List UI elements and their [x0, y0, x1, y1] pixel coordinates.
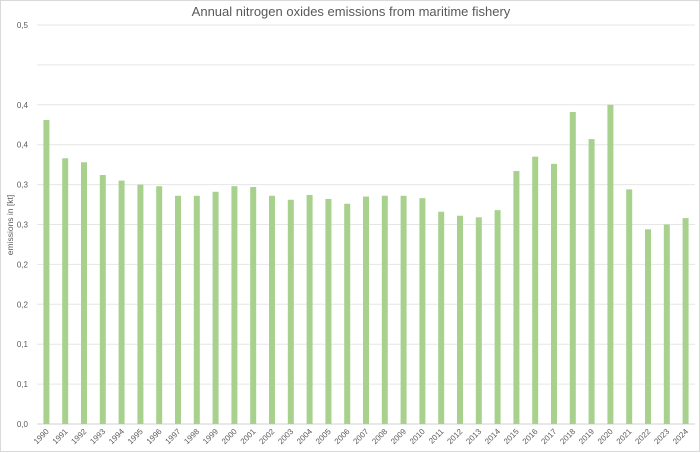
- x-tick-label: 2018: [558, 427, 577, 446]
- bar-1995: [137, 184, 144, 424]
- x-tick-label: 1996: [145, 427, 164, 446]
- x-tick-label: 2003: [276, 427, 295, 446]
- x-tick-label: 2023: [652, 427, 671, 446]
- y-tick-label: 0,2: [17, 300, 29, 309]
- x-tick-label: 2002: [257, 427, 276, 446]
- bar-2003: [287, 199, 294, 424]
- y-tick-label: 0,2: [17, 260, 29, 269]
- bar-1990: [43, 119, 50, 424]
- bar-1994: [118, 180, 125, 424]
- bar-1999: [212, 191, 219, 424]
- x-tick-label: 2000: [220, 427, 239, 446]
- x-tick-label: 1994: [107, 427, 126, 446]
- bar-2009: [400, 195, 407, 424]
- x-tick-label: 2008: [370, 427, 389, 446]
- bar-2004: [306, 194, 313, 424]
- x-tick-label: 1992: [69, 427, 88, 446]
- x-tick-label: 1997: [163, 427, 182, 446]
- x-tick-label: 2005: [314, 427, 333, 446]
- x-tick-label: 2009: [389, 427, 408, 446]
- y-tick-label: 0,1: [17, 340, 29, 349]
- y-tick-label: 0,1: [17, 380, 29, 389]
- x-tick-label: 2021: [615, 427, 634, 446]
- bar-1996: [156, 186, 163, 424]
- bar-2010: [419, 198, 426, 424]
- x-tick-label: 1990: [32, 427, 51, 446]
- bar-2000: [231, 186, 238, 424]
- x-tick-label: 2010: [408, 427, 427, 446]
- x-tick-label: 2016: [521, 427, 540, 446]
- bar-2002: [269, 195, 275, 424]
- bar-2013: [475, 217, 482, 424]
- x-tick-label: 1993: [88, 427, 107, 446]
- bar-2021: [626, 189, 633, 424]
- bar-2016: [532, 156, 539, 425]
- bar-2020: [607, 104, 614, 425]
- chart-title: Annual nitrogen oxides emissions from ma…: [192, 4, 511, 19]
- bar-2011: [438, 211, 445, 424]
- bar-2005: [325, 198, 332, 424]
- bar-2017: [551, 163, 557, 425]
- bar-2007: [363, 196, 369, 424]
- y-tick-label: 0,3: [17, 181, 29, 190]
- x-tick-label: 2020: [596, 427, 615, 446]
- bar-2008: [381, 195, 388, 424]
- y-tick-label: 0,4: [17, 141, 29, 150]
- bar-2019: [588, 139, 595, 424]
- bar-1991: [62, 158, 69, 425]
- x-tick-label: 2017: [539, 427, 558, 446]
- bar-1997: [175, 195, 181, 424]
- bar-1998: [193, 195, 200, 424]
- x-tick-label: 1991: [51, 427, 70, 446]
- bar-2015: [513, 171, 520, 424]
- x-tick-label: 2011: [427, 427, 446, 446]
- x-tick-label: 2014: [483, 427, 502, 446]
- y-tick-label: 0,3: [17, 221, 29, 230]
- x-tick-label: 1998: [182, 427, 201, 446]
- bar-1992: [81, 162, 87, 425]
- bar-2014: [494, 210, 501, 424]
- x-tick-label: 2006: [333, 427, 352, 446]
- bar-2024: [682, 218, 689, 424]
- y-axis-label: emissions in [kt]: [5, 195, 15, 255]
- x-tick-label: 1995: [126, 427, 145, 446]
- bar-2012: [457, 215, 463, 424]
- x-tick-label: 2004: [295, 427, 314, 446]
- bar-1993: [99, 175, 106, 424]
- bar-2023: [663, 224, 670, 424]
- x-tick-label: 2024: [671, 427, 690, 446]
- bar-2001: [250, 186, 257, 424]
- bar-2006: [344, 203, 351, 424]
- x-tick-label: 2019: [577, 427, 596, 446]
- x-tick-label: 2013: [464, 427, 483, 446]
- bar-2018: [569, 111, 576, 425]
- bar-2022: [645, 229, 651, 424]
- x-tick-label: 2001: [239, 427, 258, 446]
- x-tick-label: 2015: [502, 427, 521, 446]
- x-tick-label: 2007: [351, 427, 370, 446]
- y-tick-label: 0,5: [17, 21, 29, 30]
- x-tick-label: 1999: [201, 427, 220, 446]
- x-tick-label: 2022: [633, 427, 652, 446]
- x-tick-label: 2012: [445, 427, 464, 446]
- y-tick-label: 0,4: [17, 101, 29, 110]
- y-tick-label: 0,0: [17, 420, 29, 429]
